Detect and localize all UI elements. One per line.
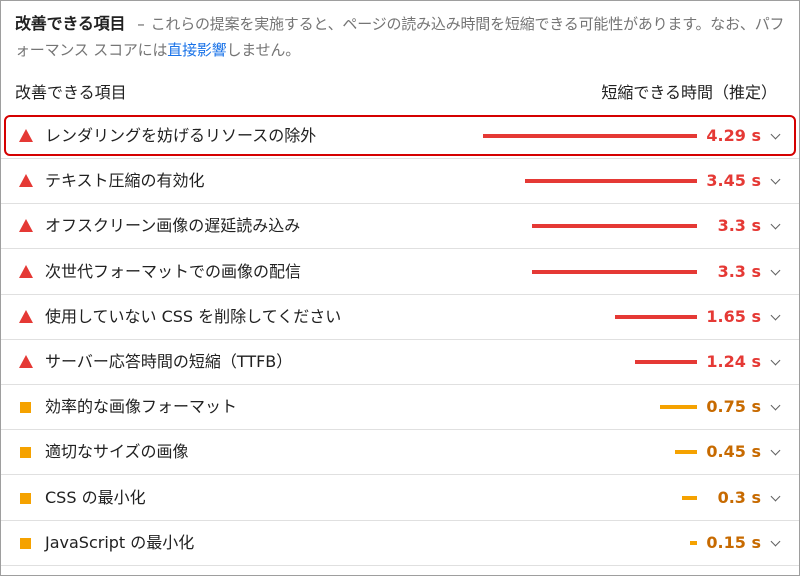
red-triangle-icon	[19, 174, 33, 188]
opportunity-label: オフスクリーン画像の遅延読み込み	[45, 216, 301, 236]
savings-value: 0.15 s	[706, 532, 761, 552]
savings-value: 3.3 s	[717, 216, 761, 236]
orange-square-icon	[20, 402, 31, 414]
column-header-savings: 短縮できる時間（推定）	[601, 83, 777, 102]
savings-bar	[689, 540, 697, 545]
chevron-down-icon[interactable]	[770, 174, 781, 185]
savings-bar	[532, 269, 697, 274]
savings-value: 3.45 s	[706, 171, 761, 191]
opportunity-row[interactable]: JavaScript の最小化 0.15 s	[1, 521, 799, 566]
savings-value: 1.65 s	[706, 306, 761, 326]
opportunity-label: レンダリングを妨げるリソースの除外	[45, 126, 317, 145]
red-triangle-icon	[19, 219, 33, 233]
savings-bar	[674, 450, 697, 455]
savings-bar	[532, 224, 697, 229]
savings-value: 0.45 s	[706, 442, 761, 462]
opportunity-row[interactable]: 効率的な画像フォーマット 0.75 s	[1, 385, 799, 431]
opportunity-label: 次世代フォーマットでの画像の配信	[45, 261, 302, 281]
savings-value: 0.75 s	[706, 397, 761, 417]
opportunity-label: CSS の最小化	[45, 487, 146, 507]
savings-bar	[659, 405, 697, 410]
section-title: 改善できる項目	[15, 14, 126, 33]
red-triangle-icon	[19, 355, 33, 368]
savings-bar	[483, 134, 697, 138]
orange-square-icon	[20, 447, 31, 459]
chevron-down-icon[interactable]	[770, 219, 781, 230]
opportunity-label: 適切なサイズの画像	[45, 442, 189, 462]
savings-value: 0.3 s	[717, 487, 761, 507]
opportunity-label: 使用していない CSS を削除してください	[45, 306, 342, 326]
savings-bar	[614, 314, 697, 319]
opportunity-row[interactable]: テキスト圧縮の有効化 3.45 s	[1, 159, 799, 205]
opportunity-row[interactable]: CSS の最小化 0.3 s	[1, 476, 799, 521]
intro-description-end: しません。	[226, 41, 301, 59]
savings-bar	[524, 179, 697, 184]
opportunity-label: 効率的な画像フォーマット	[45, 397, 238, 417]
savings-value: 4.29 s	[706, 126, 761, 145]
orange-square-icon	[20, 537, 31, 549]
savings-value: 1.24 s	[706, 352, 761, 371]
savings-bar	[682, 495, 697, 500]
red-triangle-icon	[19, 309, 33, 323]
chevron-down-icon[interactable]	[770, 355, 781, 366]
red-triangle-icon	[19, 129, 33, 142]
orange-square-icon	[20, 492, 31, 504]
opportunity-row[interactable]: レンダリングを妨げるリソースの除外 4.29 s	[1, 114, 799, 159]
direct-impact-link[interactable]: 直接影響	[167, 41, 227, 59]
title-separator: –	[137, 15, 145, 33]
opportunity-row[interactable]: 次世代フォーマットでの画像の配信 3.3 s	[1, 250, 799, 295]
column-header-item: 改善できる項目	[15, 83, 127, 102]
opportunity-label: JavaScript の最小化	[45, 532, 195, 552]
opportunity-row[interactable]: オフスクリーン画像の遅延読み込み 3.3 s	[1, 204, 799, 250]
red-triangle-icon	[19, 264, 33, 278]
chevron-down-icon[interactable]	[770, 445, 781, 456]
opportunity-label: テキスト圧縮の有効化	[45, 171, 205, 191]
chevron-down-icon[interactable]	[770, 129, 781, 140]
opportunity-label: サーバー応答時間の短縮（TTFB）	[45, 352, 293, 371]
opportunity-row[interactable]: 適切なサイズの画像 0.45 s	[1, 430, 799, 476]
opportunity-row[interactable]: サーバー応答時間の短縮（TTFB） 1.24 s	[1, 340, 799, 385]
chevron-down-icon[interactable]	[770, 400, 781, 411]
table-header: 改善できる項目 短縮できる時間（推定）	[15, 80, 777, 106]
section-intro: 改善できる項目 – これらの提案を実施すると、ページの読み込み時間を短縮できる可能性…	[15, 11, 785, 63]
chevron-down-icon[interactable]	[770, 265, 781, 276]
chevron-down-icon[interactable]	[770, 536, 781, 547]
chevron-down-icon[interactable]	[770, 491, 781, 502]
chevron-down-icon[interactable]	[770, 310, 781, 321]
savings-value: 3.3 s	[717, 261, 761, 281]
opportunity-row[interactable]: 使用していない CSS を削除してください 1.65 s	[1, 295, 799, 340]
savings-bar	[635, 360, 697, 364]
intro-description: これらの提案を実施すると、ページの読み込み時間を短縮できる可能性があります。なお…	[15, 15, 785, 59]
